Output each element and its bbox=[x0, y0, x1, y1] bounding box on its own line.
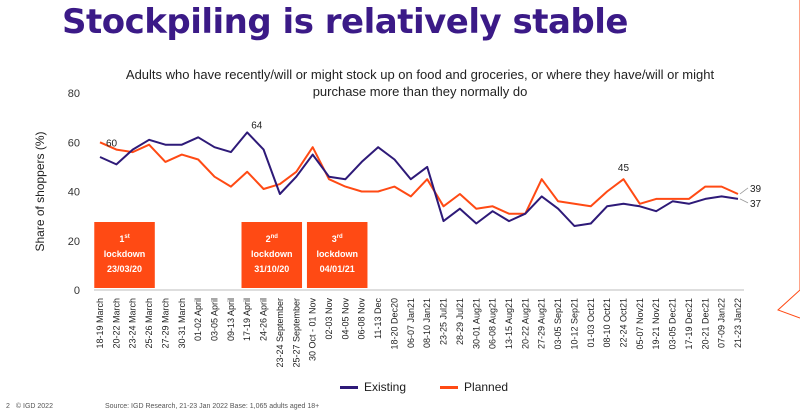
decorative-corner-line bbox=[777, 0, 800, 319]
x-tick-label: 06-08 Aug21 bbox=[488, 298, 498, 349]
x-tick-label: 27-29 Aug21 bbox=[537, 298, 547, 349]
x-tick-label: 28-29 Jul21 bbox=[455, 298, 465, 345]
x-tick-label: 20-22 March bbox=[111, 298, 121, 349]
x-tick-label: 27-29 March bbox=[160, 298, 170, 349]
x-tick-label: 23-24 September bbox=[275, 298, 285, 368]
lockdown-ordinal-suffix: st bbox=[124, 234, 129, 240]
data-label-leader bbox=[739, 187, 749, 195]
x-tick-label: 05-07 Nov21 bbox=[635, 298, 645, 350]
data-label: 39 bbox=[750, 184, 762, 195]
data-label-leader bbox=[739, 198, 749, 204]
lockdown-box-2 bbox=[241, 222, 303, 288]
legend-label-existing: Existing bbox=[364, 380, 407, 394]
x-tick-label: 20-22 Aug21 bbox=[520, 298, 530, 349]
x-tick-label: 06-07 Jan21 bbox=[406, 298, 416, 348]
lockdown-box-3 bbox=[306, 222, 368, 288]
lockdown-box-1 bbox=[94, 222, 155, 288]
x-tick-label: 23-24 March bbox=[128, 298, 138, 349]
data-label: 45 bbox=[618, 163, 630, 174]
copyright: © IGD 2022 bbox=[15, 403, 53, 410]
x-tick-label: 04-05 Nov bbox=[340, 298, 350, 340]
x-tick-label: 08-10 Oct21 bbox=[602, 298, 612, 348]
x-tick-label: 30-31 March bbox=[177, 298, 187, 349]
x-tick-label: 25-26 March bbox=[144, 298, 154, 349]
x-tick-label: 03-05 Sep21 bbox=[553, 298, 563, 350]
x-tick-label: 01-03 Oct21 bbox=[586, 298, 596, 348]
lockdown-ordinal-3: 3rd bbox=[332, 234, 343, 244]
y-tick-label: 60 bbox=[68, 137, 80, 149]
data-label: 64 bbox=[251, 120, 263, 131]
series-line-existing bbox=[99, 131, 739, 227]
chart-legend: Existing Planned bbox=[340, 380, 508, 394]
page-number: 2 bbox=[6, 403, 10, 410]
x-tick-label: 08-10 Jan21 bbox=[422, 298, 432, 348]
lockdown-label-3: lockdown bbox=[316, 249, 358, 259]
data-label: 60 bbox=[106, 138, 118, 149]
x-tick-label: 17-19 Dec21 bbox=[684, 298, 694, 350]
x-tick-label: 11-13 Dec bbox=[373, 298, 383, 339]
legend-swatch-planned bbox=[440, 385, 459, 389]
x-tick-label: 01-02 April bbox=[193, 298, 203, 341]
x-tick-label: 24-26 April bbox=[259, 298, 269, 341]
x-tick-label: 02-03 Nov bbox=[324, 298, 334, 340]
lockdown-date-2: 31/10/20 bbox=[254, 264, 289, 274]
x-tick-label: 22-24 Oct21 bbox=[618, 298, 628, 348]
x-tick-label: 17-19 April bbox=[242, 298, 252, 341]
x-tick-label: 03-05 Dec21 bbox=[668, 298, 678, 350]
legend-label-planned: Planned bbox=[464, 380, 509, 394]
x-tick-label: 21-23 Jan22 bbox=[733, 298, 743, 348]
x-tick-label: 06-08 Nov bbox=[357, 298, 367, 340]
lockdown-ordinal-1: 1st bbox=[119, 234, 129, 244]
source-note: Source: IGD Research, 21-23 Jan 2022 Bas… bbox=[104, 403, 320, 410]
legend-item-existing: Existing bbox=[340, 380, 406, 394]
x-tick-label: 07-09 Jan22 bbox=[717, 298, 727, 348]
chart-subtitle: Adults who have recently/will or might s… bbox=[125, 67, 715, 99]
lockdown-label-2: lockdown bbox=[251, 249, 293, 259]
lockdown-date-3: 04/01/21 bbox=[320, 264, 355, 274]
x-tick-label: 30-01 Aug21 bbox=[471, 298, 481, 349]
x-tick-label: 18-19 March bbox=[95, 298, 105, 349]
x-tick-label: 10-12 Sep21 bbox=[569, 298, 579, 350]
x-tick-label: 13-15 Aug21 bbox=[504, 298, 514, 349]
lockdown-label-1: lockdown bbox=[104, 249, 146, 259]
lockdown-ordinal-2: 2nd bbox=[266, 234, 279, 244]
lockdown-date-1: 23/03/20 bbox=[107, 264, 142, 274]
x-tick-label: 19-21 Nov21 bbox=[651, 298, 661, 350]
lockdown-ordinal-suffix: rd bbox=[337, 234, 343, 240]
data-label: 37 bbox=[750, 199, 762, 210]
x-tick-label: 18-20 Dec20 bbox=[389, 298, 399, 350]
x-tick-label: 23-25 Jul21 bbox=[439, 298, 449, 345]
series-line-planned bbox=[99, 141, 739, 215]
slide-title: Stockpiling is relatively stable bbox=[62, 2, 628, 42]
x-tick-label: 25-27 September bbox=[291, 298, 301, 368]
y-tick-label: 0 bbox=[74, 285, 80, 297]
legend-swatch-existing bbox=[340, 385, 358, 389]
x-tick-label: 20-21 Dec21 bbox=[700, 298, 710, 350]
legend-item-planned: Planned bbox=[440, 380, 508, 394]
x-tick-label: 30 Oct - 01 Nov bbox=[308, 298, 318, 362]
y-tick-label: 20 bbox=[68, 236, 80, 248]
y-tick-label: 40 bbox=[68, 187, 80, 199]
x-tick-label: 03-05 April bbox=[210, 298, 220, 341]
y-axis-label: Share of shoppers (%) bbox=[33, 131, 47, 251]
footer: 2 © IGD 2022 Source: IGD Research, 21-23… bbox=[6, 403, 319, 410]
lockdown-ordinal-suffix: nd bbox=[271, 234, 279, 240]
x-tick-label: 09-13 April bbox=[226, 298, 236, 341]
y-tick-label: 80 bbox=[68, 88, 80, 100]
